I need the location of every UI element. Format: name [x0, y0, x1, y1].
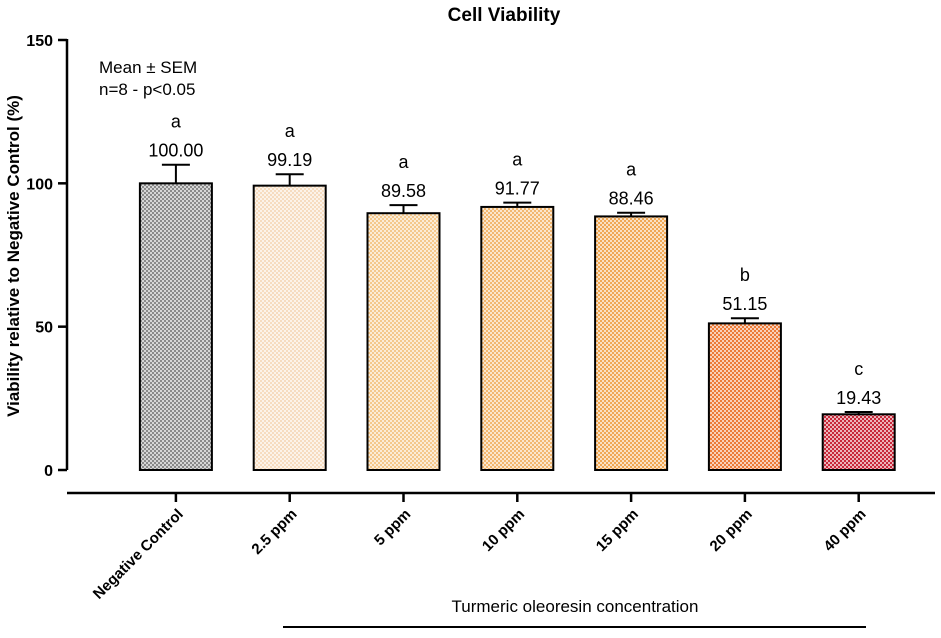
- x-axis-group-label: Turmeric oleoresin concentration: [452, 597, 699, 616]
- bar-value-label: 88.46: [609, 189, 654, 209]
- bar: [480, 205, 555, 471]
- bar-value-label: 19.43: [836, 388, 881, 408]
- bar: [252, 184, 327, 471]
- y-axis-label: Viability relative to Negative Control (…: [4, 95, 23, 417]
- x-tick-label: 15 ppm: [593, 506, 642, 555]
- bar: [821, 413, 896, 471]
- x-tick-label: 2.5 ppm: [248, 506, 300, 558]
- significance-letter: b: [740, 265, 750, 285]
- y-tick-label: 50: [35, 320, 53, 337]
- bar-value-label: 91.77: [495, 179, 540, 199]
- bar: [366, 212, 441, 471]
- significance-letter: a: [171, 112, 182, 132]
- bar: [707, 322, 782, 471]
- significance-letter: a: [512, 150, 523, 170]
- bar-value-label: 99.19: [267, 150, 312, 170]
- legend-line-sample-size: n=8 - p<0.05: [99, 80, 195, 99]
- x-tick-label: Negative Control: [90, 506, 187, 603]
- bar: [594, 215, 669, 471]
- significance-letter: a: [626, 160, 637, 180]
- x-tick-label: 10 ppm: [479, 506, 528, 555]
- chart-title: Cell Viability: [448, 5, 561, 26]
- y-tick-label: 150: [26, 33, 53, 50]
- significance-letter: c: [854, 359, 863, 379]
- x-tick-label: 40 ppm: [820, 506, 869, 555]
- y-tick-label: 100: [26, 176, 53, 193]
- legend-line-mean-sem: Mean ± SEM: [99, 58, 197, 77]
- bar-value-label: 100.00: [148, 141, 203, 161]
- plot-area: 0 50 100 150 100.00 a Negative Control 99.19 a 2.…: [26, 33, 935, 603]
- bar: [138, 182, 213, 471]
- bar-value-label: 51.15: [722, 294, 767, 314]
- significance-letter: a: [285, 121, 296, 141]
- x-tick-label: 20 ppm: [707, 506, 756, 555]
- y-tick-label: 0: [44, 463, 53, 480]
- x-tick-label: 5 ppm: [371, 506, 414, 549]
- significance-letter: a: [398, 152, 409, 172]
- bar-value-label: 89.58: [381, 181, 426, 201]
